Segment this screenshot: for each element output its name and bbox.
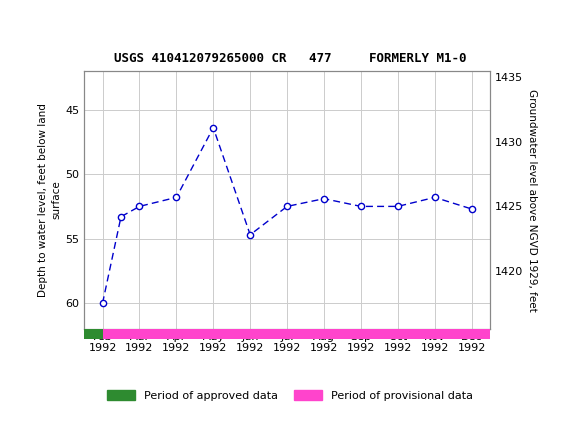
- Bar: [84, 329, 103, 339]
- Y-axis label: Groundwater level above NGVD 1929, feet: Groundwater level above NGVD 1929, feet: [527, 89, 538, 311]
- Legend: Period of approved data, Period of provisional data: Period of approved data, Period of provi…: [107, 390, 473, 401]
- Text: USGS 410412079265000 CR   477     FORMERLY M1-0: USGS 410412079265000 CR 477 FORMERLY M1-…: [114, 52, 466, 64]
- Text: ▓USGS: ▓USGS: [3, 14, 72, 31]
- Y-axis label: Depth to water level, feet below land
surface: Depth to water level, feet below land su…: [38, 103, 61, 297]
